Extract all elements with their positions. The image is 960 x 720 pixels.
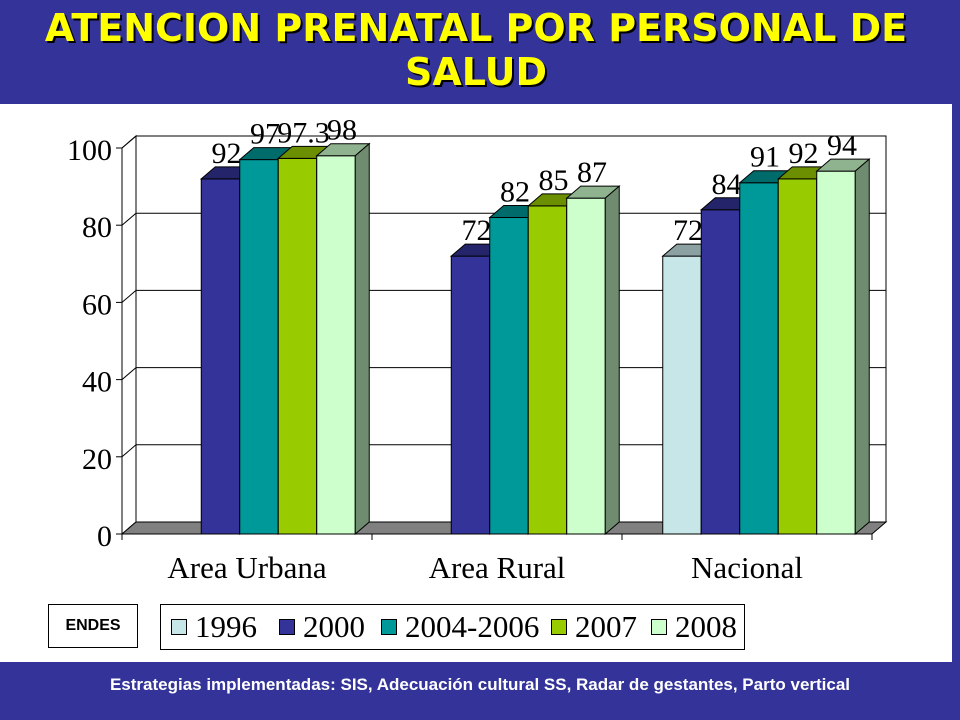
bar-front xyxy=(489,216,529,535)
data-label: 72 xyxy=(462,214,492,247)
chart-legend: 1996 2000 2004-2006 2007 2008 xyxy=(160,604,745,650)
data-label: 92 xyxy=(212,137,242,170)
data-label: 87 xyxy=(577,156,607,189)
plot-side-wall xyxy=(121,134,137,536)
legend-label: 2000 xyxy=(303,609,365,644)
bar-front xyxy=(277,157,318,535)
legend-label: 1996 xyxy=(195,609,257,644)
legend-label: 2004-2006 xyxy=(405,609,540,644)
legend-label: 2007 xyxy=(575,609,637,644)
bar-side xyxy=(354,142,370,536)
data-label: 72 xyxy=(673,214,703,247)
legend-swatch xyxy=(171,619,187,635)
source-label: ENDES xyxy=(48,604,138,648)
bar-side xyxy=(604,185,620,536)
data-label: 84 xyxy=(712,168,742,201)
data-label: 92 xyxy=(789,137,819,170)
bar-side xyxy=(854,158,870,536)
legend-swatch xyxy=(279,619,295,635)
bar-front xyxy=(662,255,702,535)
legend-swatch xyxy=(551,619,567,635)
bar-front xyxy=(200,178,241,535)
bar-front xyxy=(777,178,818,535)
legend-swatch xyxy=(651,619,667,635)
legend-item: 2000 xyxy=(279,605,365,649)
data-label: 98 xyxy=(327,114,357,147)
data-label: 85 xyxy=(539,164,569,197)
slide-title: ATENCION PRENATAL POR PERSONAL DE SALUD xyxy=(44,6,908,94)
legend-item: 2004-2006 xyxy=(381,605,539,649)
y-tick-label: 0 xyxy=(97,520,112,553)
y-tick-label: 100 xyxy=(67,134,112,167)
bar-front xyxy=(700,209,741,535)
data-label: 82 xyxy=(500,175,530,208)
bar-front xyxy=(527,205,568,535)
bar-front xyxy=(316,155,356,535)
bar-front xyxy=(450,255,491,535)
y-tick-label: 60 xyxy=(82,288,112,321)
data-label: 97 xyxy=(250,118,280,151)
x-category-label: Nacional xyxy=(691,550,803,585)
legend-item: 2007 xyxy=(551,605,637,649)
gridline xyxy=(121,367,886,380)
gridline xyxy=(121,444,886,458)
legend-label: 2008 xyxy=(675,609,737,644)
gridline xyxy=(121,289,886,303)
y-tick-label: 40 xyxy=(82,366,112,399)
data-label: 91 xyxy=(750,141,780,174)
data-label: 97.3 xyxy=(277,116,330,149)
footer-strategies: Estrategias implementadas: SIS, Adecuaci… xyxy=(109,675,851,694)
data-label: 94 xyxy=(827,129,857,162)
bar-front xyxy=(739,182,779,535)
legend-swatch xyxy=(381,619,397,635)
bar-front xyxy=(566,197,606,535)
bar-front xyxy=(239,159,279,535)
gridline xyxy=(121,135,886,149)
x-category-label: Area Rural xyxy=(429,550,566,585)
chart-panel: 0 20 40 60 80 100 92 97 97.3 98 Area Urbana 72 82 85 8… xyxy=(0,104,952,662)
bar-front xyxy=(816,170,856,535)
gridline xyxy=(121,212,886,226)
x-category-label: Area Urbana xyxy=(167,550,326,585)
y-tick-label: 80 xyxy=(82,211,112,244)
legend-item: 2008 xyxy=(651,605,737,649)
legend-item: 1996 xyxy=(171,605,257,649)
y-tick-label: 20 xyxy=(82,443,112,476)
